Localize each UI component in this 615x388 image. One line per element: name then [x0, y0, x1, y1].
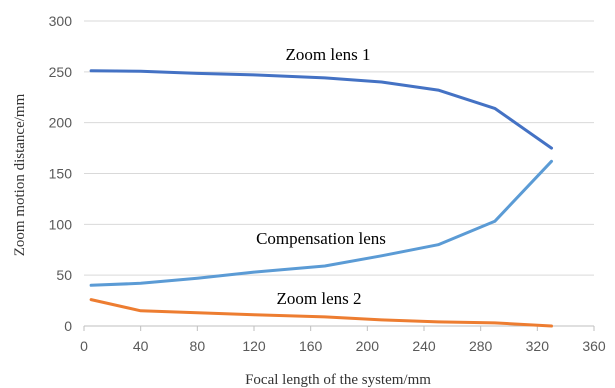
y-tick-label: 200: [49, 115, 73, 131]
x-tick-label: 80: [190, 338, 206, 354]
x-tick-label: 280: [469, 338, 493, 354]
x-tick-label: 160: [299, 338, 323, 354]
x-tick-label: 360: [582, 338, 606, 354]
x-tick-label: 240: [412, 338, 436, 354]
y-tick-label: 50: [56, 267, 72, 283]
series-label-compensation-lens: Compensation lens: [256, 229, 386, 248]
y-tick-label: 150: [49, 166, 73, 182]
x-tick-label: 120: [242, 338, 266, 354]
x-axis-title: Focal length of the system/mm: [245, 372, 431, 388]
x-tick-label: 0: [80, 338, 88, 354]
series-lines: [89, 69, 553, 328]
y-tick-label: 100: [49, 216, 73, 232]
series-line-zoom-lens-1: [89, 69, 553, 150]
x-tick-label: 320: [526, 338, 550, 354]
x-tick-label: 200: [356, 338, 380, 354]
y-axis-title: Zoom motion distance/mm: [12, 93, 28, 256]
y-tick-label: 0: [64, 318, 72, 334]
series-label-zoom-lens-1: Zoom lens 1: [286, 45, 371, 64]
series-labels: Zoom lens 1 Compensation lens Zoom lens …: [256, 45, 386, 308]
axes: 0 50 100 150 200 250 300 0 40 80 120 160 200 240 280 32…: [49, 13, 606, 354]
series-line-zoom-lens-2: [89, 298, 553, 328]
y-tick-label: 300: [49, 13, 73, 29]
series-line-compensation-lens: [89, 159, 553, 287]
x-tick-label: 40: [133, 338, 149, 354]
y-tick-label: 250: [49, 64, 73, 80]
series-label-zoom-lens-2: Zoom lens 2: [277, 289, 362, 308]
